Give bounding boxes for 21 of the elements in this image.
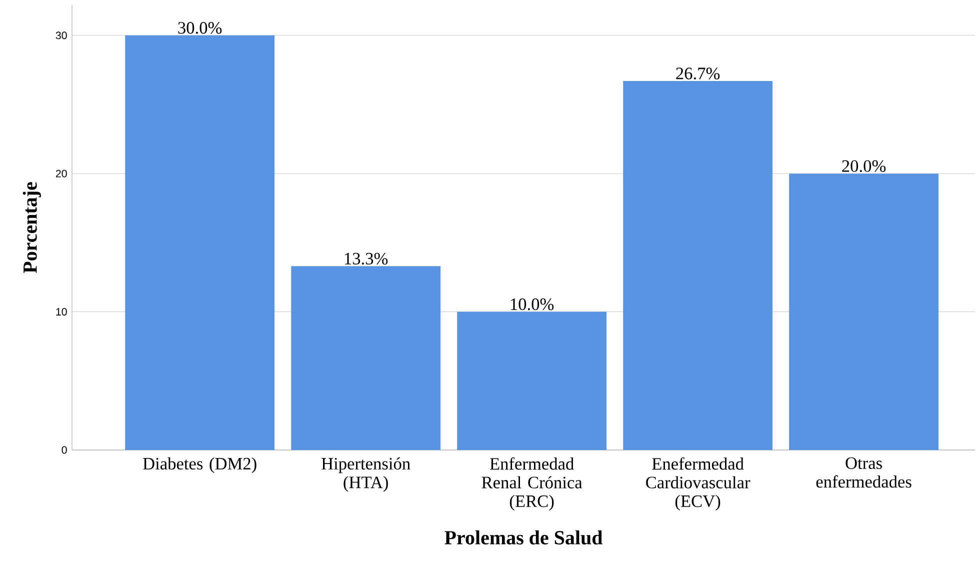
data-label: 20.0% bbox=[842, 160, 886, 172]
bar bbox=[623, 81, 772, 450]
data-label: 13.3% bbox=[344, 252, 388, 265]
y-tick-label: 10 bbox=[56, 308, 67, 316]
x-tick-label: Hipertensión (HTA) bbox=[322, 457, 410, 492]
x-tick-label: Enfermedad Renal Crónica (ERC) bbox=[482, 457, 582, 511]
bar bbox=[291, 266, 441, 450]
x-tick-label: Otras enfermedades bbox=[816, 457, 912, 488]
y-tick-label: 20 bbox=[56, 170, 67, 178]
y-tick-label: 30 bbox=[56, 32, 67, 40]
bar bbox=[457, 312, 606, 450]
x-tick-label: Enefermedad Cardiovascular (ECV) bbox=[646, 457, 750, 511]
x-axis-title: Prolemas de Salud bbox=[444, 530, 603, 545]
y-axis-title: Porcentaje bbox=[22, 182, 41, 274]
bar bbox=[125, 35, 275, 450]
y-tick-label: 0 bbox=[62, 446, 67, 454]
data-label: 10.0% bbox=[510, 298, 554, 310]
x-tick-label: Diabetes (DM2) bbox=[143, 457, 256, 474]
data-label: 26.7% bbox=[676, 68, 720, 80]
bar bbox=[789, 174, 938, 450]
data-label: 30.0% bbox=[178, 22, 222, 34]
